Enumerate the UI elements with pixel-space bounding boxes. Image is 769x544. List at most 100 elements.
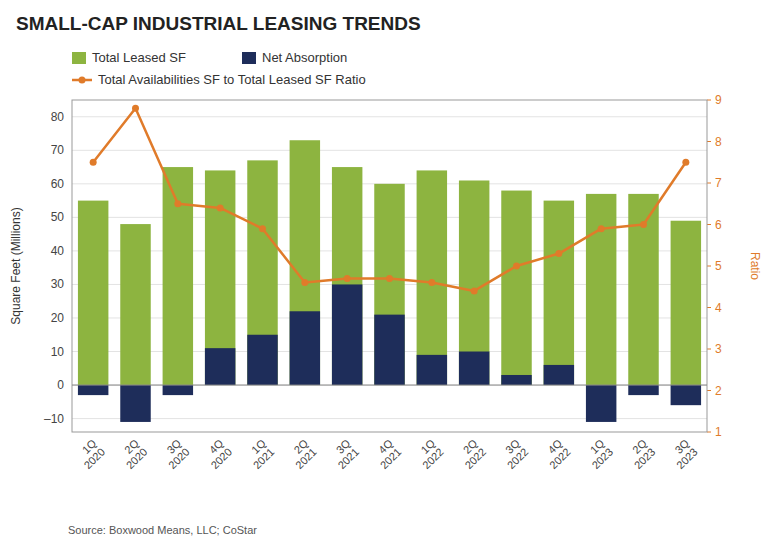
x-axis: 1Q20202Q20203Q20204Q20201Q20212Q20213Q20… [73,437,700,472]
y-tick-label: –10 [44,412,64,426]
marker [513,263,520,270]
x-tick-line: 2023 [674,445,700,471]
bar [544,201,574,385]
y2-tick-label: 1 [715,425,722,439]
bar-series [78,284,701,421]
bar [586,194,616,385]
bar [459,352,489,386]
y2-axis-label: Ratio [748,252,762,280]
y2-tick [707,432,711,433]
x-tick-line: 2023 [632,445,658,471]
bar [205,348,235,385]
marker [598,225,605,232]
legend-swatch [242,52,256,64]
y2-tick-label: 6 [715,218,722,232]
y2-tick [707,100,711,101]
x-tick-label: 1Q2022 [411,437,446,472]
y2-tick [707,390,711,391]
bar [163,385,193,395]
legend-marker [79,77,86,84]
marker [259,225,266,232]
plot-frame [72,100,707,432]
x-tick-label: 1Q2020 [73,437,108,472]
y2-tick-label: 8 [715,135,722,149]
marker [386,275,393,282]
x-tick-line: 2022 [505,445,531,471]
bar [374,315,404,385]
y2-tick-label: 3 [715,342,722,356]
legend: Total Leased SFNet AbsorptionTotal Avail… [72,50,366,87]
bar [459,180,489,385]
right-axis: 123456789 [707,93,722,439]
y2-tick [707,183,711,184]
x-tick-line: 2021 [378,445,404,471]
bar [671,385,701,405]
bar [332,284,362,385]
x-tick-label: 3Q2023 [665,437,700,472]
y-tick-label: 60 [51,177,65,191]
left-axis: –1001020304050607080 [44,110,707,426]
bar [501,375,531,385]
bar [501,191,531,386]
bar [247,335,277,385]
bar [417,170,447,385]
marker [640,221,647,228]
chart: SMALL-CAP INDUSTRIAL LEASING TRENDSTotal… [0,0,769,544]
bar [628,194,658,385]
x-tick-label: 2Q2021 [284,437,319,472]
x-tick-label: 4Q2020 [200,437,235,472]
y-tick-label: 80 [51,110,65,124]
source-note: Source: Boxwood Means, LLC; CoStar [68,524,257,536]
y2-tick [707,266,711,267]
x-tick-label: 1Q2021 [242,437,277,472]
bar-series [78,140,701,385]
x-tick-label: 2Q2023 [623,437,658,472]
y-tick-label: 40 [51,244,65,258]
x-tick-line: 2022 [462,445,488,471]
marker [555,250,562,257]
x-tick-label: 3Q2020 [157,437,192,472]
marker [682,159,689,166]
line [93,108,686,291]
x-tick-line: 2021 [251,445,277,471]
bar [247,160,277,385]
y-tick-label: 10 [51,345,65,359]
x-tick-label: 4Q2021 [369,437,404,472]
y2-tick [707,307,711,308]
marker [90,159,97,166]
y-tick-label: 50 [51,210,65,224]
x-tick-label: 4Q2022 [538,437,573,472]
x-tick-line: 2020 [124,445,150,471]
bar [586,385,616,422]
grid-line [72,116,707,117]
x-tick-line: 2020 [166,445,192,471]
x-tick-line: 2023 [589,445,615,471]
y-tick-label: 20 [51,311,65,325]
legend-label: Total Leased SF [92,50,186,65]
y-tick-label: 70 [51,143,65,157]
x-tick-line: 2020 [81,445,107,471]
y-axis-label: Square Feet (Millions) [9,207,23,324]
marker [301,279,308,286]
bar [332,167,362,385]
legend-swatch [72,52,86,64]
bar [78,201,108,385]
zero-line [72,385,707,386]
bar [78,385,108,395]
bar [544,365,574,385]
y2-tick-label: 2 [715,384,722,398]
y2-tick [707,349,711,350]
marker [132,105,139,112]
y2-tick [707,224,711,225]
x-tick-label: 3Q2021 [327,437,362,472]
x-tick-label: 1Q2023 [581,437,616,472]
bar [417,355,447,385]
y2-tick-label: 9 [715,93,722,107]
line-series [90,105,690,295]
marker [174,200,181,207]
x-tick-line: 2021 [293,445,319,471]
bar [628,385,658,395]
legend-label: Net Absorption [262,50,347,65]
y2-tick-label: 5 [715,259,722,273]
bar [120,385,150,422]
